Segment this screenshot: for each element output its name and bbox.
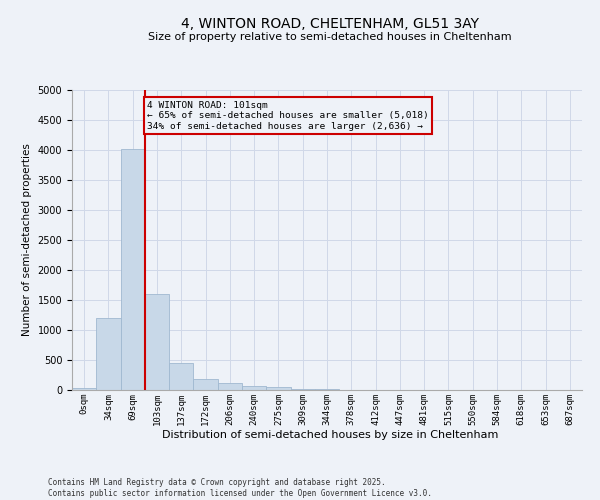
Bar: [218, 384, 242, 390]
Bar: [290, 388, 315, 390]
Bar: [145, 294, 169, 390]
Bar: [72, 388, 96, 390]
Bar: [193, 379, 218, 390]
Bar: [96, 318, 121, 390]
Y-axis label: Number of semi-detached properties: Number of semi-detached properties: [22, 144, 32, 336]
Text: Size of property relative to semi-detached houses in Cheltenham: Size of property relative to semi-detach…: [148, 32, 512, 42]
Text: Contains HM Land Registry data © Crown copyright and database right 2025.
Contai: Contains HM Land Registry data © Crown c…: [48, 478, 432, 498]
Bar: [121, 150, 145, 390]
Text: 4 WINTON ROAD: 101sqm
← 65% of semi-detached houses are smaller (5,018)
34% of s: 4 WINTON ROAD: 101sqm ← 65% of semi-deta…: [147, 101, 429, 130]
Text: Distribution of semi-detached houses by size in Cheltenham: Distribution of semi-detached houses by …: [162, 430, 498, 440]
Bar: [266, 386, 290, 390]
Text: 4, WINTON ROAD, CHELTENHAM, GL51 3AY: 4, WINTON ROAD, CHELTENHAM, GL51 3AY: [181, 18, 479, 32]
Bar: [169, 363, 193, 390]
Bar: [242, 386, 266, 390]
